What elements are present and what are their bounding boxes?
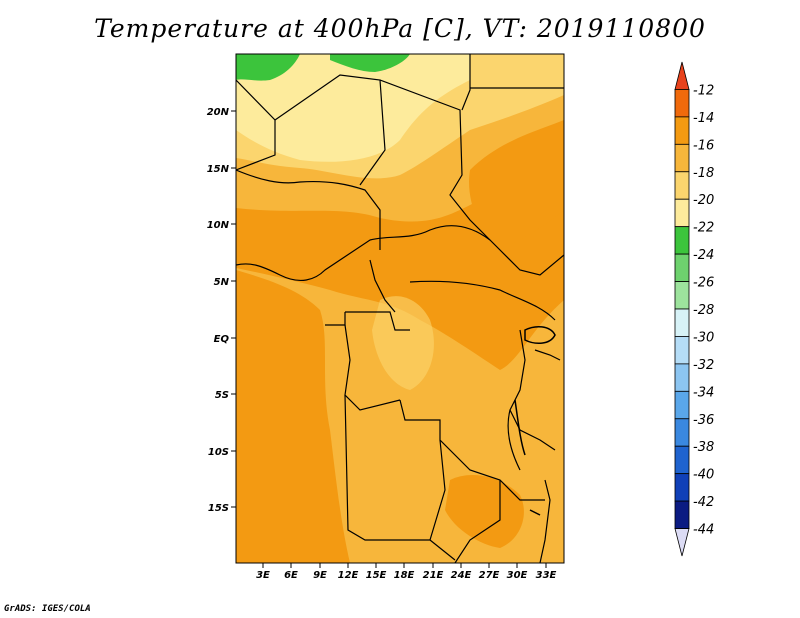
lon-tick-label: 24E (451, 570, 472, 581)
field-warm-east (469, 120, 564, 250)
colorbar-level-label: -22 (693, 221, 714, 236)
colorbar-swatch (674, 89, 690, 118)
country-borders (236, 54, 564, 563)
lat-tick-label: EQ (214, 334, 230, 345)
colorbar-swatch (674, 473, 690, 502)
colorbar-level-label: -16 (693, 138, 714, 153)
colorbar-bottom-triangle (674, 528, 690, 557)
temperature-field (236, 54, 564, 563)
lat-tick-label: 15N (207, 164, 230, 175)
field-mild-patch (372, 296, 434, 390)
map-title: Temperature at 400hPa [C], VT: 201911080… (94, 14, 706, 43)
lat-tick-label: 15S (208, 503, 229, 514)
lon-tick-label: 12E (338, 570, 359, 581)
lakes (514, 325, 556, 516)
colorbar-level-label: -32 (693, 358, 714, 373)
colorbar-swatch (674, 281, 690, 310)
field-warm-southwest (236, 270, 350, 563)
lat-tick-label: 5N (214, 277, 230, 288)
colorbar-swatch (674, 308, 690, 337)
credit-label: GrADS: IGES/COLA (4, 604, 91, 614)
colorbar-level-label: -36 (693, 413, 714, 428)
colorbar-swatch (674, 336, 690, 365)
field-cool-north (236, 54, 470, 162)
colorbar-level-label: -12 (693, 83, 714, 98)
lon-tick-label: 33E (536, 570, 557, 581)
colorbar: -12 -14 -16 -18 -20 -22 -24 -26 -28 -30 -32 -34 -36 -… (674, 61, 714, 557)
colorbar-top-triangle (674, 61, 690, 90)
colorbar-level-label: -20 (693, 193, 714, 208)
colorbar-swatch (674, 390, 690, 420)
field-cold-patch-west (236, 54, 300, 81)
colorbar-swatch (674, 418, 690, 447)
lon-tick-label: 27E (479, 570, 500, 581)
colorbar-swatch (674, 143, 690, 173)
colorbar-level-label: -14 (693, 111, 714, 126)
colorbar-level-label: -24 (693, 248, 714, 263)
lon-tick-label: 21E (423, 570, 444, 581)
field-warm-southeast (445, 475, 524, 548)
colorbar-swatch (674, 445, 690, 475)
colorbar-level-label: -34 (693, 385, 714, 400)
colorbar-swatch (674, 226, 690, 255)
colorbar-level-label: -18 (693, 166, 714, 181)
lon-tick-label: 6E (284, 570, 298, 581)
lat-tick-label: 20N (207, 107, 230, 118)
latitude-axis: 20N 15N 10N 5N EQ 5S 10S 15S (207, 107, 236, 514)
lon-tick-label: 9E (313, 570, 327, 581)
map-frame (235, 53, 565, 564)
field-cold-patch-north (330, 54, 410, 72)
colorbar-swatch (674, 116, 690, 145)
longitude-axis: 3E 6E 9E 12E 15E 18E 21E 24E 27E 30E 33E (256, 563, 557, 581)
colorbar-level-label: -38 (693, 440, 714, 455)
lat-tick-label: 5S (215, 390, 229, 401)
lon-tick-label: 15E (366, 570, 387, 581)
colorbar-level-label: -28 (693, 303, 714, 318)
lat-tick-label: 10N (207, 220, 230, 231)
colorbar-level-label: -42 (693, 495, 714, 510)
colorbar-swatch (674, 198, 690, 228)
lat-tick-label: 10S (208, 447, 229, 458)
colorbar-swatch (674, 500, 690, 529)
lon-tick-label: 3E (256, 570, 270, 581)
colorbar-swatch (674, 253, 690, 282)
colorbar-swatch (674, 171, 690, 200)
colorbar-level-label: -40 (693, 468, 714, 483)
colorbar-level-label: -44 (693, 523, 714, 538)
lon-tick-label: 18E (394, 570, 415, 581)
lon-tick-label: 30E (507, 570, 528, 581)
colorbar-level-label: -30 (693, 330, 714, 345)
colorbar-swatch (674, 363, 690, 392)
colorbar-level-label: -26 (693, 276, 714, 291)
